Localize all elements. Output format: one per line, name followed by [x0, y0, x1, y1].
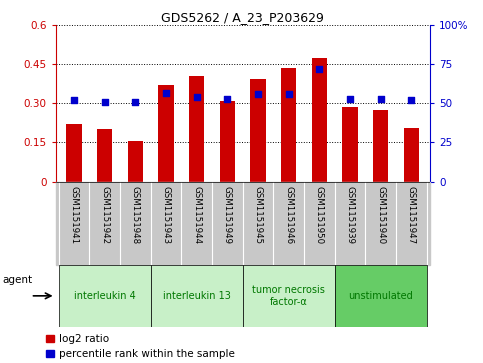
Title: GDS5262 / A_23_P203629: GDS5262 / A_23_P203629: [161, 11, 324, 24]
Bar: [281, 68, 297, 182]
Point: [224, 96, 231, 102]
Legend: log2 ratio, percentile rank within the sample: log2 ratio, percentile rank within the s…: [46, 334, 235, 359]
Point: [131, 99, 139, 105]
Bar: [97, 130, 113, 182]
Text: interleukin 13: interleukin 13: [163, 291, 230, 301]
Bar: [66, 124, 82, 182]
Text: GSM1151942: GSM1151942: [100, 186, 109, 244]
Bar: [189, 76, 204, 182]
Text: agent: agent: [3, 276, 33, 285]
Text: GSM1151949: GSM1151949: [223, 186, 232, 244]
Point: [285, 91, 293, 97]
Point: [70, 97, 78, 103]
Bar: [312, 58, 327, 182]
Point: [315, 66, 323, 72]
Text: GSM1151943: GSM1151943: [161, 186, 170, 244]
Text: tumor necrosis
factor-α: tumor necrosis factor-α: [252, 285, 325, 307]
Text: GSM1151946: GSM1151946: [284, 186, 293, 244]
Point: [101, 99, 109, 105]
Bar: [58, 265, 151, 327]
Text: unstimulated: unstimulated: [348, 291, 413, 301]
Text: GSM1151950: GSM1151950: [315, 186, 324, 244]
Point: [377, 96, 384, 102]
Bar: [243, 265, 335, 327]
Text: GSM1151939: GSM1151939: [346, 186, 355, 244]
Bar: [342, 107, 358, 182]
Text: GSM1151941: GSM1151941: [70, 186, 78, 244]
Bar: [335, 265, 427, 327]
Text: GSM1151945: GSM1151945: [254, 186, 263, 244]
Bar: [128, 141, 143, 182]
Bar: [56, 182, 430, 265]
Text: GSM1151940: GSM1151940: [376, 186, 385, 244]
Text: GSM1151947: GSM1151947: [407, 186, 416, 244]
Bar: [158, 85, 174, 182]
Point: [193, 94, 200, 100]
Bar: [151, 265, 243, 327]
Text: GSM1151944: GSM1151944: [192, 186, 201, 244]
Bar: [373, 110, 388, 182]
Text: GSM1151948: GSM1151948: [131, 186, 140, 244]
Text: interleukin 4: interleukin 4: [74, 291, 136, 301]
Bar: [404, 128, 419, 182]
Bar: [220, 101, 235, 182]
Point: [254, 91, 262, 97]
Point: [408, 97, 415, 103]
Point: [162, 90, 170, 95]
Bar: [250, 79, 266, 182]
Point: [346, 96, 354, 102]
